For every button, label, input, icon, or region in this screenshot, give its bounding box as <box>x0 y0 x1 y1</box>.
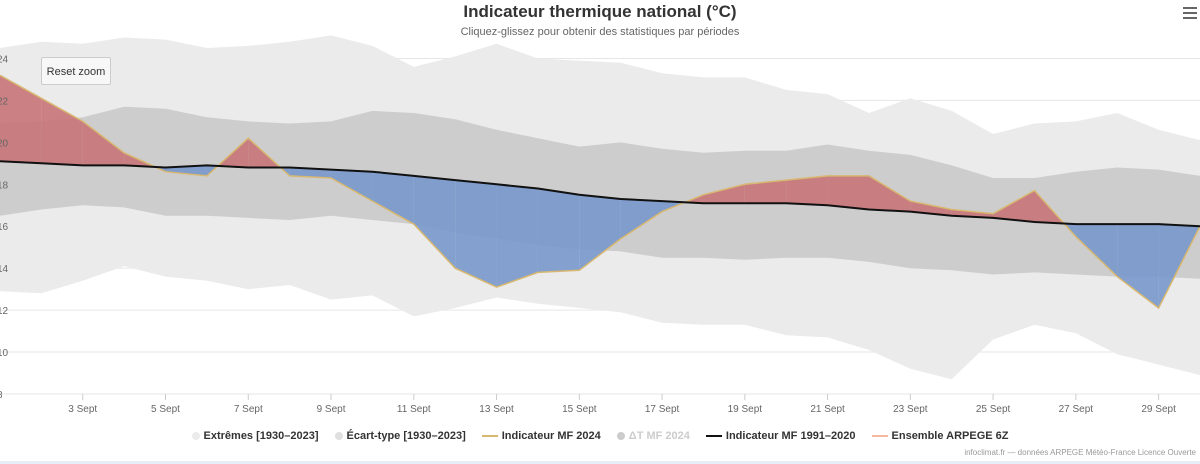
ecart-type-band <box>0 106 1200 279</box>
hamburger-menu-icon[interactable] <box>1182 4 1198 20</box>
y-tick-label: 8 <box>0 390 3 401</box>
legend-line-symbol <box>871 435 888 437</box>
legend-label: ΔT MF 2024 <box>628 430 690 442</box>
x-tick-label: 7 Sept <box>234 404 263 415</box>
legend-label: Écart-type [1930–2023] <box>346 430 466 442</box>
y-tick-label: 24 <box>0 54 9 65</box>
legend-label: Ensemble ARPEGE 6Z <box>891 430 1009 442</box>
chart-title: Indicateur thermique national (°C) <box>463 2 737 21</box>
warm-anomaly-area <box>0 75 42 164</box>
x-axis-ticks: 3 Sept 5 Sept 7 Sept 9 Sept 11 Sept 13 Sept 15… <box>68 394 1176 415</box>
cold-anomaly-area <box>331 169 373 202</box>
legend-line-symbol <box>481 435 498 437</box>
legend-item[interactable]: Indicateur MF 1991–2020 <box>705 428 856 444</box>
cold-anomaly-area <box>496 184 538 288</box>
warm-anomaly-area <box>744 180 787 204</box>
y-tick-label: 10 <box>0 348 9 359</box>
warm-anomaly-area <box>868 175 911 212</box>
legend-item[interactable]: ΔT MF 2024 <box>616 428 690 444</box>
chart-subtitle: Cliquez-glissez pour obtenir des statist… <box>460 26 740 38</box>
cold-anomaly-area <box>620 198 663 239</box>
y-tick-label: 16 <box>0 222 9 233</box>
x-tick-label: 3 Sept <box>68 404 97 415</box>
x-tick-label: 11 Sept <box>397 404 431 415</box>
cold-anomaly-area <box>537 188 580 273</box>
cold-anomaly-area <box>165 165 207 176</box>
legend-label: Indicateur MF 1991–2020 <box>725 430 856 442</box>
legend-label: Indicateur MF 2024 <box>501 430 601 442</box>
legend-label: Extrêmes [1930–2023] <box>203 430 319 442</box>
warm-anomaly-area <box>827 175 869 210</box>
x-tick-label: 17 Sept <box>645 404 680 415</box>
legend-item[interactable]: Écart-type [1930–2023] <box>334 428 466 444</box>
warm-anomaly-area <box>786 175 828 206</box>
cold-anomaly-area <box>289 167 332 179</box>
cold-anomaly-area <box>455 180 497 288</box>
cold-anomaly-area <box>372 171 414 225</box>
legend-item[interactable]: Indicateur MF 2024 <box>481 428 601 444</box>
warm-anomaly-area <box>82 121 125 166</box>
x-tick-label: 13 Sept <box>479 404 514 415</box>
y-axis-ticks: 8 10 12 14 16 18 20 22 24 <box>0 54 9 401</box>
cold-anomaly-area <box>413 175 456 269</box>
x-tick-label: 9 Sept <box>317 404 346 415</box>
x-tick-label: 27 Sept <box>1059 404 1094 415</box>
bottom-strip <box>0 461 1200 464</box>
legend-circle-symbol <box>334 432 343 440</box>
x-tick-label: 25 Sept <box>976 404 1011 415</box>
x-tick-label: 23 Sept <box>893 404 928 415</box>
x-tick-label: 21 Sept <box>810 404 845 415</box>
legend-circle-symbol <box>616 432 625 440</box>
x-tick-label: 5 Sept <box>151 404 180 415</box>
y-tick-label: 20 <box>0 138 9 149</box>
cold-anomaly-area <box>1117 224 1159 309</box>
indicator-2024-line[interactable] <box>0 74 1200 310</box>
y-tick-label: 14 <box>0 264 9 275</box>
credits-link[interactable]: infoclimat.fr — données ARPEGE Météo-Fra… <box>964 448 1196 457</box>
warm-anomaly-area <box>41 98 83 166</box>
legend: Extrêmes [1930–2023] Écart-type [1930–202… <box>0 428 1200 444</box>
legend-circle-symbol <box>191 432 200 440</box>
y-tick-label: 22 <box>0 96 9 107</box>
warm-anomaly-area <box>993 190 1035 223</box>
x-tick-label: 19 Sept <box>728 404 763 415</box>
warm-anomaly-area <box>703 184 745 204</box>
indicator-1991-2020-line[interactable] <box>0 160 1200 228</box>
x-tick-label: 29 Sept <box>1141 404 1176 415</box>
legend-item[interactable]: Extrêmes [1930–2023] <box>191 428 319 444</box>
cold-anomaly-area <box>1075 224 1118 277</box>
y-tick-label: 12 <box>0 306 9 317</box>
cold-anomaly-area <box>579 194 621 271</box>
x-tick-label: 15 Sept <box>562 404 597 415</box>
legend-item[interactable]: Ensemble ARPEGE 6Z <box>871 428 1009 444</box>
y-tick-label: 18 <box>0 180 9 191</box>
reset-zoom-button[interactable]: Reset zoom <box>41 57 111 85</box>
legend-line-symbol <box>705 435 722 437</box>
